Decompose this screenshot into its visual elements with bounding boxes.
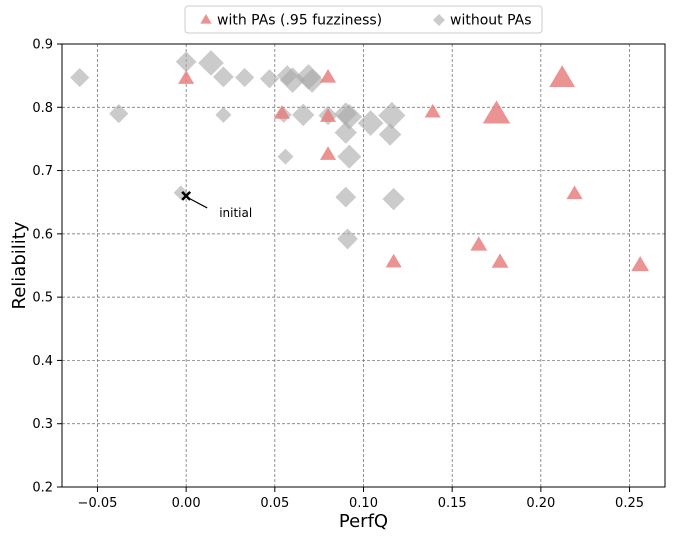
diamond-point bbox=[300, 68, 325, 93]
diamond-point bbox=[175, 51, 197, 73]
annotations: initial bbox=[181, 190, 252, 220]
legend: with PAs (.95 fuzziness) without PAs bbox=[184, 5, 543, 34]
y-axis-title: Reliability bbox=[9, 221, 30, 309]
y-tick-label: 0.6 bbox=[32, 227, 53, 242]
x-tick-label: 0.10 bbox=[349, 496, 378, 511]
diamond-point bbox=[378, 101, 406, 130]
legend-triangle-icon bbox=[200, 14, 212, 24]
triangle-point bbox=[424, 103, 441, 118]
y-tick-label: 0.9 bbox=[32, 38, 53, 53]
data-points bbox=[70, 50, 650, 272]
triangle-point bbox=[385, 253, 402, 268]
diamond-point bbox=[198, 50, 224, 76]
x-axis-title: PerfQ bbox=[339, 511, 388, 532]
triangle-point bbox=[566, 185, 583, 200]
diamond-point bbox=[337, 144, 362, 169]
triangle-point bbox=[319, 108, 337, 122]
diamond-point bbox=[292, 103, 315, 127]
diamond-point bbox=[378, 123, 402, 146]
diamond-point bbox=[336, 103, 363, 130]
diamond-point bbox=[382, 187, 405, 211]
y-tick-label: 0.5 bbox=[32, 291, 53, 306]
diamond-point bbox=[337, 228, 358, 250]
x-tick-label: 0.15 bbox=[438, 496, 467, 511]
diamond-point bbox=[277, 148, 294, 165]
triangle-point bbox=[319, 146, 337, 160]
y-tick-label: 0.8 bbox=[32, 101, 53, 116]
x-tick-label: −0.05 bbox=[78, 496, 118, 511]
triangle-point bbox=[178, 70, 195, 84]
y-tick-label: 0.3 bbox=[32, 417, 53, 432]
annotation-arrow bbox=[189, 198, 208, 209]
triangle-point bbox=[273, 105, 290, 119]
diamond-point bbox=[259, 69, 280, 89]
triangle-point bbox=[319, 69, 337, 83]
triangle-point bbox=[549, 65, 576, 87]
diamond-point bbox=[215, 106, 232, 123]
y-tick-label: 0.4 bbox=[32, 354, 53, 369]
axis-ticks: −0.05 0.00 0.05 0.10 0.15 0.20 0.25 0.2 0.3 0.4 0.… bbox=[32, 38, 644, 512]
y-tick-label: 0.7 bbox=[32, 164, 53, 179]
legend-label: with PAs (.95 fuzziness) bbox=[217, 13, 382, 29]
x-tick-label: 0.25 bbox=[615, 496, 644, 511]
triangle-point bbox=[482, 100, 511, 124]
x-tick-label: 0.20 bbox=[526, 496, 555, 511]
legend-diamond-icon bbox=[433, 14, 445, 26]
triangle-point bbox=[470, 236, 488, 251]
diamond-point bbox=[235, 67, 255, 88]
diamond-point bbox=[335, 186, 357, 208]
grid bbox=[62, 43, 665, 488]
diamond-point bbox=[109, 104, 129, 124]
annotation-label: initial bbox=[219, 206, 252, 220]
x-marker-stroke bbox=[181, 190, 192, 201]
y-tick-label: 0.2 bbox=[32, 481, 53, 496]
x-tick-label: 0.05 bbox=[260, 496, 289, 511]
diamond-point bbox=[357, 110, 384, 136]
diamond-point bbox=[212, 66, 234, 88]
legend-label: without PAs bbox=[450, 13, 532, 29]
triangle-point bbox=[631, 256, 650, 272]
legend-box bbox=[184, 5, 543, 34]
diamond-point bbox=[70, 67, 90, 88]
triangle-point bbox=[491, 253, 509, 268]
x-tick-label: 0.00 bbox=[172, 496, 201, 511]
